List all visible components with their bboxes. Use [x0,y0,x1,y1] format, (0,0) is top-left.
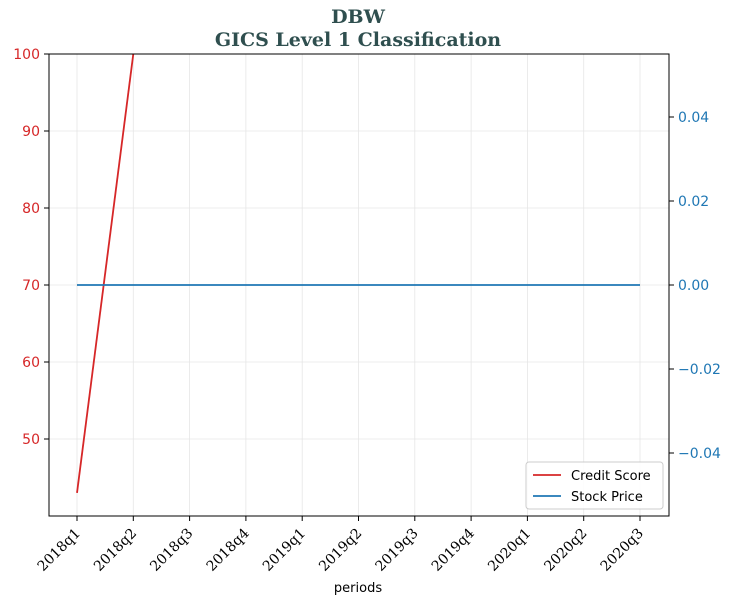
x-tick-label: 2020q3 [598,526,647,575]
left-tick-label: 50 [22,432,40,448]
x-axis-label: periods [334,581,382,596]
x-tick-label: 2018q1 [35,526,84,575]
chart-title: DBW [331,6,386,28]
x-tick-label: 2019q1 [260,526,309,575]
legend-label: Stock Price [571,490,643,505]
x-tick-label: 2018q2 [91,526,140,575]
series-line-credit-score [76,54,135,494]
right-tick-label: 0.02 [678,194,709,210]
x-tick-label: 2018q3 [147,526,196,575]
left-tick-label: 60 [22,355,40,371]
legend: Credit Score Stock Price [525,461,664,510]
x-tick-label: 2020q2 [541,526,590,575]
x-tick-label: 2019q2 [316,526,365,575]
series-layer [76,54,640,494]
left-tick-label: 80 [22,201,40,217]
x-tick-label: 2019q3 [372,526,421,575]
right-tick-label: −0.04 [678,446,721,462]
right-tick-label: −0.02 [678,362,721,378]
legend-label: Credit Score [571,469,651,484]
x-tick-label: 2019q4 [429,525,478,574]
left-axis: 50 60 70 80 90 100 [13,47,49,448]
chart-subtitle: GICS Level 1 Classification [215,29,501,51]
left-tick-label: 100 [13,47,40,63]
x-axis: 2018q1 2018q2 2018q3 2018q4 2019q1 2019q2 2019… [35,516,647,575]
legend-box [525,461,664,510]
left-tick-label: 90 [22,124,40,140]
right-tick-label: 0.04 [678,110,709,126]
x-tick-label: 2018q4 [204,525,253,574]
x-tick-label: 2020q1 [485,526,534,575]
right-tick-label: 0.00 [678,278,709,294]
left-tick-label: 70 [22,278,40,294]
right-axis: −0.04 −0.02 0.00 0.02 0.04 [669,110,721,462]
